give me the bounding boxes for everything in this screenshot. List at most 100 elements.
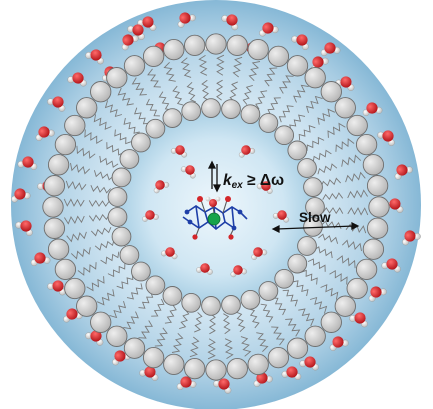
water-molecule: [30, 252, 51, 266]
lipid-head: [247, 38, 269, 61]
lipid-head: [355, 258, 378, 281]
lipid-tail: [293, 84, 309, 103]
lipid-tail: [77, 262, 97, 276]
ligand-nitrogen-atom: [187, 219, 193, 225]
lipid-tail: [298, 308, 315, 327]
lipid-head: [221, 99, 241, 119]
oxygen-atom: [312, 56, 324, 68]
lipid-tail: [292, 280, 309, 297]
water-molecule: [335, 76, 355, 91]
oxygen-atom: [340, 76, 352, 88]
water-molecule: [47, 96, 66, 112]
oxygen-atom: [370, 286, 382, 298]
lipid-tail: [336, 255, 356, 269]
oxygen-atom: [114, 350, 126, 362]
lipid-head: [90, 311, 112, 333]
oxygen-atom: [142, 16, 154, 28]
lipid-tail: [282, 289, 298, 307]
water-molecule: [402, 230, 421, 246]
oxygen-atom: [34, 252, 46, 264]
lipid-tail: [126, 283, 143, 300]
water-molecule: [251, 247, 268, 260]
water-molecule: [85, 49, 104, 65]
lipid-head: [303, 177, 323, 197]
lipid-tail: [279, 75, 294, 94]
oxygen-atom: [233, 265, 243, 275]
lipid-tail: [158, 91, 172, 111]
lipid-head: [54, 133, 77, 156]
lipid-tail: [186, 81, 196, 103]
oxygen-atom: [382, 130, 394, 142]
lipid-head: [287, 140, 308, 161]
water-molecule: [15, 220, 33, 236]
lipid-tail: [207, 338, 216, 360]
lipid-tail: [224, 338, 234, 359]
lipid-tail: [329, 270, 348, 285]
exchange-rate-symbol: k: [223, 172, 233, 189]
lipid-head: [184, 34, 206, 57]
lipid-tail: [88, 199, 110, 207]
oxygen-atom: [145, 210, 155, 220]
lipid-tail: [256, 332, 269, 353]
lipid-tail: [84, 129, 103, 144]
oxygen-atom: [122, 34, 134, 46]
oxygen-atom: [185, 165, 195, 175]
lipid-head: [267, 45, 290, 68]
lipid-head: [366, 175, 389, 197]
oxygen-atom: [38, 126, 50, 138]
lipid-tail: [320, 177, 342, 187]
lipid-tail: [138, 320, 153, 339]
lipid-tail: [305, 95, 323, 114]
lipid-tails: [63, 54, 369, 360]
lipid-tail: [313, 246, 333, 259]
lipid-head: [240, 289, 261, 310]
outer-lipid-heads: [42, 33, 390, 381]
oxygen-atom: [296, 34, 308, 46]
lipid-tail: [322, 207, 344, 215]
lipid-head: [320, 311, 342, 333]
lipid-head: [287, 253, 308, 274]
water-molecule: [320, 42, 341, 56]
lipid-tail: [300, 269, 318, 285]
lipid-head: [226, 357, 248, 380]
lipid-head: [54, 258, 77, 281]
lipid-head: [205, 359, 227, 381]
lipid-head: [221, 295, 241, 315]
lipid-tail: [216, 79, 224, 101]
water-molecule: [127, 24, 145, 40]
lipid-tail: [109, 300, 127, 319]
lipid-head: [201, 296, 221, 316]
ligand-framework: [182, 205, 248, 231]
lipid-tail: [240, 336, 252, 357]
oxygen-atom: [175, 145, 185, 155]
lipid-head: [145, 118, 166, 139]
water-molecule: [213, 378, 232, 394]
oxygen-atom: [389, 198, 401, 210]
lipid-tail: [317, 163, 338, 175]
lipid-tail: [264, 67, 278, 87]
lipid-tail: [90, 227, 112, 237]
ligand-oxygen-atom: [225, 196, 231, 202]
oxygen-atom: [20, 220, 32, 232]
slow-exchange-arrow: [271, 222, 360, 233]
water-molecule: [170, 145, 188, 158]
oxygen-atom: [155, 180, 165, 190]
lipid-head: [106, 325, 128, 347]
lipid-head: [368, 196, 390, 218]
lipid-tail: [289, 114, 306, 131]
lipid-head: [162, 286, 183, 306]
lipid-tail: [318, 233, 339, 244]
oxygen-atom: [144, 366, 156, 378]
lipid-tail: [306, 136, 325, 151]
lipid-tail: [106, 142, 125, 156]
water-molecule: [180, 165, 196, 179]
lipid-tail: [248, 308, 260, 329]
lipid-tail: [70, 247, 91, 260]
lipid-tail: [163, 61, 176, 82]
water-molecule: [161, 247, 178, 260]
outer-water-molecules: [11, 12, 421, 394]
lipid-head: [119, 149, 140, 169]
lipid-head: [240, 104, 261, 125]
oxygen-atom: [180, 376, 192, 388]
